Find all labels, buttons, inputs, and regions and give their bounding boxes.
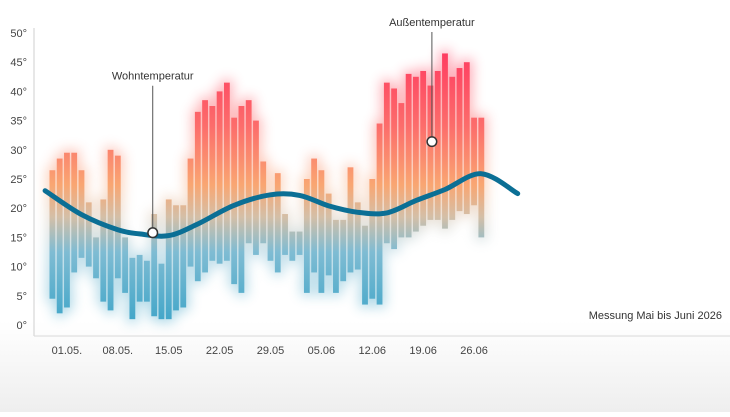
temperature-bar — [456, 68, 463, 212]
temperature-bar — [405, 73, 412, 238]
y-tick-label: 35° — [10, 116, 27, 128]
temperature-bar — [347, 167, 354, 273]
temperature-bar — [442, 53, 448, 229]
annotation-marker — [147, 227, 159, 239]
x-tick-label: 22.05 — [206, 345, 234, 357]
y-tick-label: 25° — [10, 174, 27, 186]
temperature-bar — [420, 70, 427, 226]
y-tick-label: 0° — [16, 320, 27, 332]
x-tick-label: 08.05. — [103, 345, 134, 357]
axes: 0° 5° 10° 15° 20° 25° 30° 35° 40° 45° 50° 01.05. 08.… — [10, 28, 730, 357]
temperature-bar — [296, 231, 303, 255]
temperature-bar — [267, 193, 274, 261]
temperature-bar — [56, 158, 63, 314]
y-tick-label: 50° — [10, 28, 27, 40]
temperature-bar — [107, 149, 114, 311]
temperature-bar — [383, 82, 390, 244]
temperature-bar — [202, 100, 208, 273]
temperature-bar — [136, 254, 143, 302]
temperature-bar — [318, 170, 325, 293]
x-tick-label: 19.06 — [409, 345, 437, 357]
temperature-bar — [216, 91, 223, 264]
temperature-bar — [245, 100, 252, 244]
temperature-bar — [413, 76, 419, 232]
temperature-bar — [238, 106, 245, 293]
temperature-bar — [209, 106, 216, 261]
temperature-bar — [122, 237, 128, 293]
annotation-label: Wohntemperatur — [112, 71, 194, 83]
annotations: Wohntemperatur Außentemperatur — [112, 17, 475, 239]
trend-line — [42, 171, 521, 239]
temperature-bar — [223, 82, 230, 261]
temperature-bar — [354, 202, 361, 270]
temperature-bar — [180, 205, 187, 308]
y-tick-label: 15° — [10, 232, 27, 244]
temperature-bar — [253, 120, 259, 255]
temperature-bar — [362, 225, 368, 305]
temperature-bar — [391, 88, 397, 250]
temperature-bar — [478, 117, 485, 238]
temperature-bar — [187, 158, 194, 267]
x-tick-label: 12.06 — [359, 345, 387, 357]
y-tick-label: 40° — [10, 86, 27, 98]
temperature-bar — [129, 257, 136, 320]
temperature-bar — [369, 179, 376, 299]
temperature-bar — [471, 117, 477, 206]
temperature-bar — [93, 237, 99, 279]
temperature-bar — [398, 103, 405, 238]
temperature-bar — [311, 158, 318, 273]
annotation-label: Außentemperatur — [389, 17, 475, 29]
temperature-bar — [158, 263, 165, 320]
y-tick-label: 10° — [10, 262, 27, 274]
temperature-bar — [449, 76, 456, 220]
x-tick-label: 26.06 — [460, 345, 488, 357]
temperature-bar — [434, 70, 441, 220]
y-tick-label: 30° — [10, 145, 27, 157]
temperature-bar — [64, 152, 70, 308]
temperature-bar — [49, 170, 56, 299]
temperature-bar — [303, 179, 310, 293]
y-tick-label: 45° — [10, 57, 27, 69]
temperature-bar — [194, 111, 201, 282]
temperature-bar — [100, 199, 107, 302]
temperature-bar — [151, 214, 158, 317]
range-bars — [49, 53, 485, 320]
temperature-bar — [274, 173, 281, 273]
temperature-bar — [144, 260, 150, 302]
temperature-bar — [173, 205, 179, 311]
temperature-bar — [231, 117, 238, 285]
temperature-bar — [340, 219, 347, 282]
annotation-marker — [426, 136, 438, 148]
temperature-bar — [289, 231, 296, 261]
x-tick-label: 15.05 — [155, 345, 183, 357]
x-tick-label: 29.05 — [257, 345, 285, 357]
temperature-bar — [325, 193, 332, 276]
temperature-bar — [114, 155, 121, 279]
temperature-bar — [165, 199, 172, 320]
temperature-bar — [282, 214, 288, 255]
chart-note: Messung Mai bis Juni 2026 — [589, 310, 722, 322]
temperature-bar — [463, 62, 470, 215]
wohntemperatur-line — [42, 171, 521, 239]
temperature-bar — [427, 85, 434, 220]
y-tick-label: 5° — [16, 291, 27, 303]
x-tick-label: 05.06 — [308, 345, 336, 357]
temperature-bar — [85, 202, 92, 267]
x-tick-label: 01.05. — [52, 345, 83, 357]
temperature-bar — [260, 161, 267, 244]
temperature-bar — [333, 219, 339, 293]
y-tick-label: 20° — [10, 203, 27, 215]
